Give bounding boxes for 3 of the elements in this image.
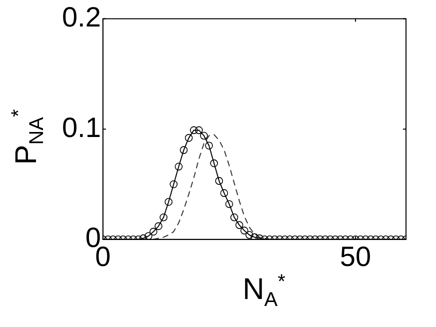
- x-tick-label: 50: [340, 240, 372, 272]
- y-tick-label: 0.2: [62, 2, 101, 33]
- y-tick-label: 0.1: [62, 112, 101, 143]
